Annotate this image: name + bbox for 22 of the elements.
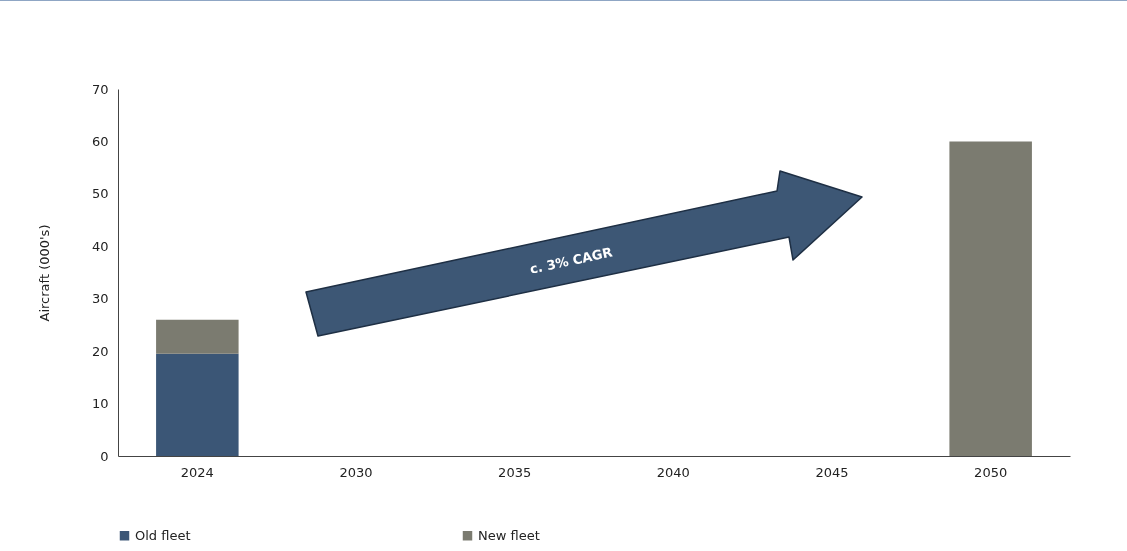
x-tick-label: 2024 bbox=[180, 464, 214, 480]
y-tick-label: 50 bbox=[91, 186, 109, 202]
x-tick-label: 2040 bbox=[656, 464, 690, 480]
y-axis-title: Aircraft (000's) bbox=[36, 224, 52, 322]
y-tick-label: 70 bbox=[91, 81, 109, 97]
y-tick-label: 40 bbox=[91, 238, 109, 254]
x-tick-label: 2035 bbox=[498, 464, 532, 480]
bar bbox=[156, 353, 239, 456]
legend-label: Old fleet bbox=[135, 527, 191, 543]
y-tick-label: 0 bbox=[100, 448, 109, 464]
bar bbox=[949, 141, 1032, 456]
y-tick-label: 20 bbox=[91, 343, 109, 359]
y-tick-label: 60 bbox=[91, 133, 109, 149]
bar bbox=[156, 319, 239, 354]
x-tick-label: 2045 bbox=[815, 464, 849, 480]
x-tick-label: 2030 bbox=[339, 464, 373, 480]
arrow: c. 3% CAGR bbox=[305, 170, 863, 337]
legend-label: New fleet bbox=[478, 527, 540, 543]
x-tick-label: 2050 bbox=[974, 464, 1008, 480]
annotation: c. 3% CAGR bbox=[528, 244, 614, 277]
y-tick-label: 10 bbox=[91, 396, 109, 412]
y-tick-label: 30 bbox=[91, 291, 109, 307]
